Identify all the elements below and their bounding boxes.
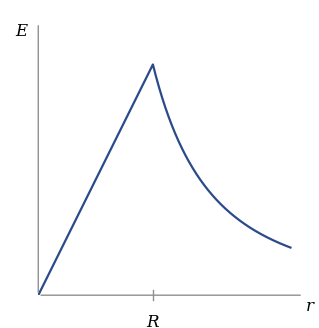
Text: E: E xyxy=(16,23,28,40)
Text: R: R xyxy=(147,314,159,328)
Text: r: r xyxy=(306,297,314,315)
